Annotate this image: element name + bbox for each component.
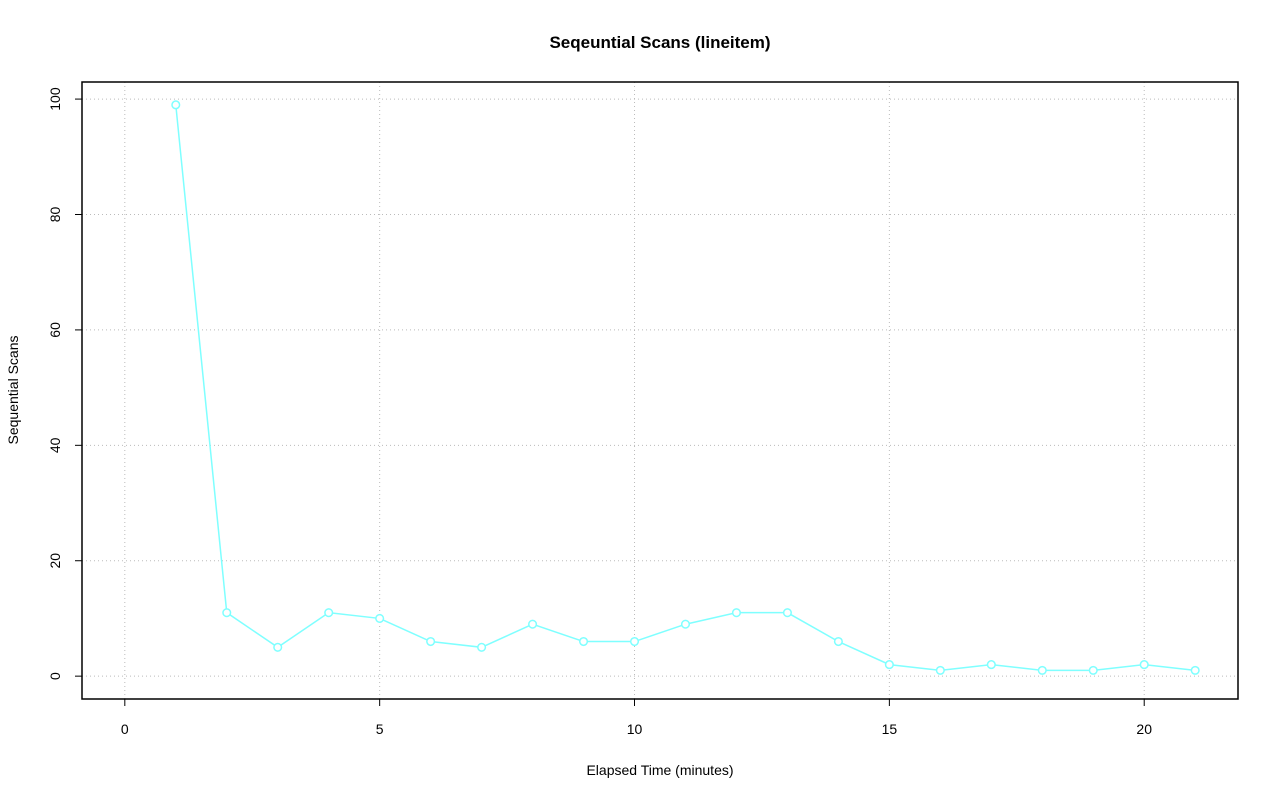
point xyxy=(426,636,436,647)
point xyxy=(171,100,181,110)
y-tick-label: 60 xyxy=(47,322,63,338)
point xyxy=(1139,660,1149,670)
point xyxy=(273,642,283,652)
y-tick-label: 80 xyxy=(47,206,63,222)
y-tick-label: 40 xyxy=(47,437,63,453)
x-tick-label: 5 xyxy=(376,721,384,737)
chart-title: Seqeuntial Scans (lineitem) xyxy=(549,33,770,52)
point xyxy=(680,619,691,629)
point xyxy=(1088,665,1098,675)
point xyxy=(324,608,334,618)
x-tick-label: 10 xyxy=(627,721,643,737)
y-tick-label: 20 xyxy=(47,553,63,569)
point xyxy=(731,608,742,618)
point xyxy=(884,660,894,670)
point xyxy=(986,660,996,670)
point xyxy=(477,642,487,652)
x-axis-label: Elapsed Time (minutes) xyxy=(586,762,733,778)
point xyxy=(222,608,232,618)
point xyxy=(528,619,538,629)
y-axis-label: Sequential Scans xyxy=(5,336,21,445)
point xyxy=(833,636,843,647)
line xyxy=(175,104,1196,672)
point xyxy=(375,613,385,623)
x-tick-label: 15 xyxy=(882,721,898,737)
plot-border xyxy=(81,81,1239,700)
point xyxy=(1037,665,1047,675)
point xyxy=(1190,665,1200,675)
point xyxy=(578,636,589,647)
x-tick-label: 0 xyxy=(121,721,129,737)
y-tick-label: 100 xyxy=(47,87,63,111)
point xyxy=(629,636,640,647)
y-tick-label: 0 xyxy=(47,672,63,680)
point xyxy=(935,665,945,675)
x-tick-label: 20 xyxy=(1136,721,1152,737)
point xyxy=(782,608,792,618)
